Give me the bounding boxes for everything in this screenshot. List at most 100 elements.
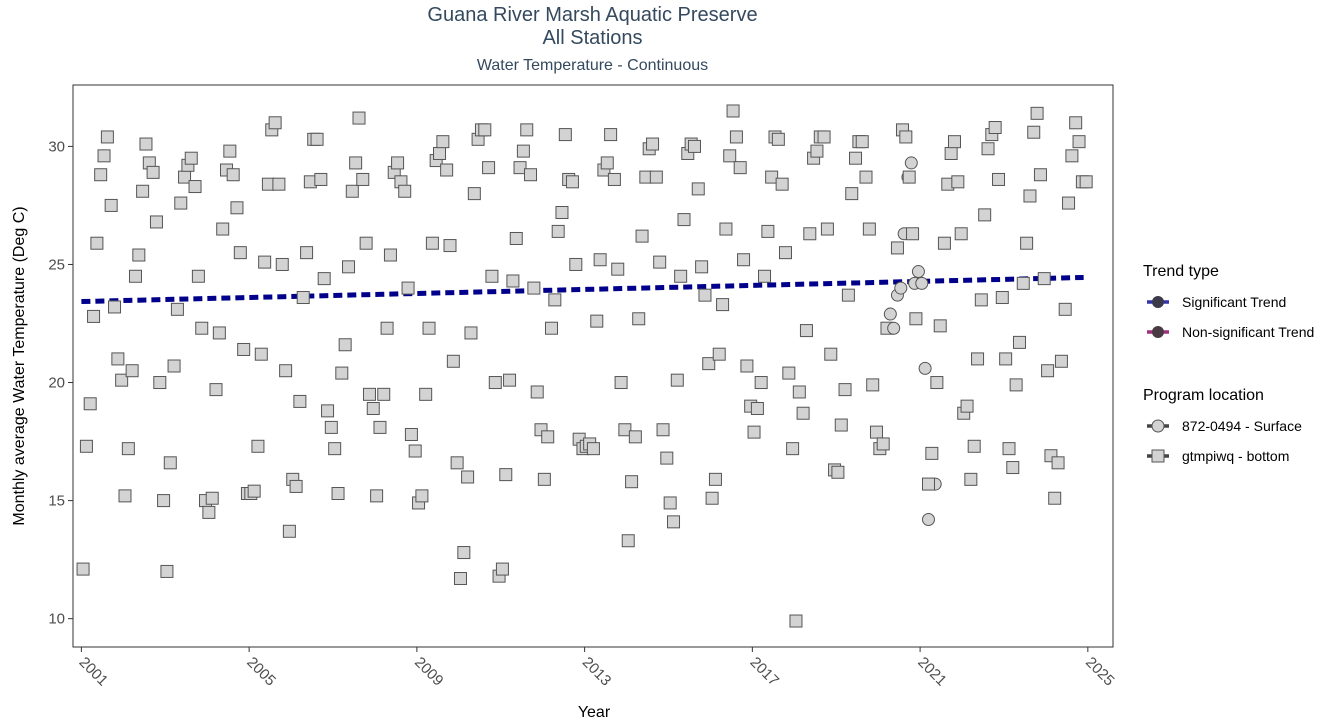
bottom-point — [1069, 116, 1083, 130]
bottom-point — [708, 472, 722, 486]
bottom-point — [995, 291, 1009, 305]
x-tick-label: 2009 — [411, 654, 447, 690]
bottom-point — [377, 387, 391, 401]
bottom-point — [824, 347, 838, 361]
bottom-point — [90, 236, 104, 250]
bottom-point — [97, 149, 111, 163]
bottom-point — [869, 425, 883, 439]
bottom-point — [503, 373, 517, 387]
bottom-point — [687, 139, 701, 153]
y-tick-label: 20 — [48, 375, 65, 392]
bottom-point — [849, 151, 863, 165]
bottom-point — [108, 300, 122, 314]
bottom-point — [1023, 189, 1037, 203]
bottom-point — [674, 269, 688, 283]
bottom-point — [188, 180, 202, 194]
bottom-point — [859, 170, 873, 184]
bottom-point — [611, 262, 625, 276]
bottom-point — [383, 248, 397, 262]
bottom-point — [446, 354, 460, 368]
bottom-point — [433, 146, 447, 160]
bottom-point — [157, 494, 171, 508]
chart-subtitle: All Stations — [542, 27, 643, 49]
bottom-point — [1041, 364, 1055, 378]
bottom-point — [921, 477, 935, 491]
bottom-point — [310, 132, 324, 146]
bottom-point — [726, 104, 740, 118]
surface-point — [883, 307, 897, 321]
bottom-point — [909, 312, 923, 326]
bottom-point — [415, 489, 429, 503]
y-tick-label: 15 — [48, 493, 65, 510]
bottom-point — [132, 248, 146, 262]
bottom-point — [79, 439, 93, 453]
bottom-point — [254, 347, 268, 361]
x-tick-label: 2021 — [914, 654, 950, 690]
bottom-point — [1012, 335, 1026, 349]
bottom-point — [845, 187, 859, 201]
bottom-point — [153, 376, 167, 390]
bottom-point — [335, 366, 349, 380]
bottom-point — [485, 269, 499, 283]
bottom-point — [820, 222, 834, 236]
y-tick-label: 10 — [48, 611, 65, 628]
bottom-point — [761, 224, 775, 238]
bottom-point — [944, 146, 958, 160]
bottom-point — [782, 366, 796, 380]
bottom-point — [506, 274, 520, 288]
bottom-point — [954, 227, 968, 241]
bottom-point — [436, 135, 450, 149]
bottom-point — [656, 423, 670, 437]
plot-panel — [72, 84, 1114, 648]
bottom-point — [796, 406, 810, 420]
bottom-point — [702, 357, 716, 371]
bottom-point — [719, 222, 733, 236]
bottom-point — [541, 430, 555, 444]
bottom-point — [737, 253, 751, 267]
y-tick-label: 25 — [48, 256, 65, 273]
bottom-point — [352, 111, 366, 125]
x-tick-label: 2005 — [243, 654, 279, 690]
bottom-point — [933, 319, 947, 333]
surface-point — [915, 276, 929, 290]
bottom-point — [775, 177, 789, 191]
bottom-point — [1027, 125, 1041, 139]
bottom-point — [499, 468, 513, 482]
bottom-point — [380, 321, 394, 335]
bottom-point — [212, 326, 226, 340]
bottom-point — [530, 385, 544, 399]
bottom-point — [516, 144, 530, 158]
bottom-point — [810, 144, 824, 158]
bottom-point — [223, 144, 237, 158]
bottom-point — [960, 399, 974, 413]
bottom-point — [899, 130, 913, 144]
bottom-point — [1033, 168, 1047, 182]
bottom-point — [600, 156, 614, 170]
bottom-point — [139, 137, 153, 151]
bottom-point — [862, 222, 876, 236]
x-axis-title: Year — [578, 704, 611, 721]
bottom-point — [698, 288, 712, 302]
bottom-point — [247, 484, 261, 498]
y-tick-label: 30 — [48, 138, 65, 155]
bottom-point — [167, 359, 181, 373]
bottom-point — [404, 427, 418, 441]
bottom-point — [646, 137, 660, 151]
legend-label-nonsignificant-trend: Non-significant Trend — [1182, 324, 1314, 340]
bottom-point — [401, 281, 415, 295]
bottom-point — [331, 487, 345, 501]
bottom-point — [817, 130, 831, 144]
bottom-point — [992, 172, 1006, 186]
bottom-point — [981, 142, 995, 156]
bottom-point — [604, 128, 618, 142]
bottom-point — [100, 130, 114, 144]
legend-square-icon — [1151, 449, 1165, 463]
bottom-point — [551, 224, 565, 238]
bottom-point — [1016, 276, 1030, 290]
legend-label-significant-trend: Significant Trend — [1182, 294, 1286, 310]
bottom-point — [765, 170, 779, 184]
bottom-point — [628, 430, 642, 444]
bottom-point — [1058, 302, 1072, 316]
bottom-point — [1006, 461, 1020, 475]
